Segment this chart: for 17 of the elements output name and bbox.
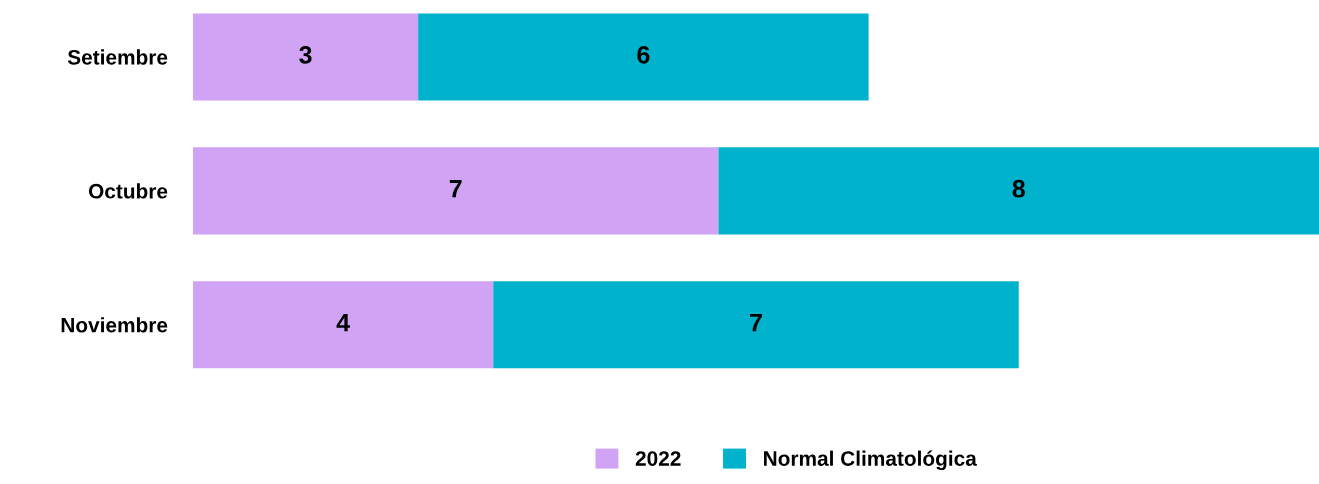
data-label: 4 xyxy=(336,314,350,332)
bar xyxy=(192,281,494,369)
data-label: 8 xyxy=(1012,179,1025,198)
bar xyxy=(418,13,869,101)
data-label: 6 xyxy=(637,45,650,64)
y-tick-label: Noviembre xyxy=(61,317,168,333)
bar xyxy=(493,281,1019,369)
y-tick-label: Octubre xyxy=(88,183,168,199)
y-tick-label: Setiembre xyxy=(67,49,168,65)
bar xyxy=(718,147,1319,235)
data-label: 3 xyxy=(299,45,312,64)
legend-label: Normal Climatológica xyxy=(764,450,977,471)
bar xyxy=(192,13,419,101)
data-label: 7 xyxy=(449,180,462,198)
legend-label: 2022 xyxy=(635,451,681,466)
data-label: 7 xyxy=(750,314,762,332)
bar xyxy=(192,147,719,235)
